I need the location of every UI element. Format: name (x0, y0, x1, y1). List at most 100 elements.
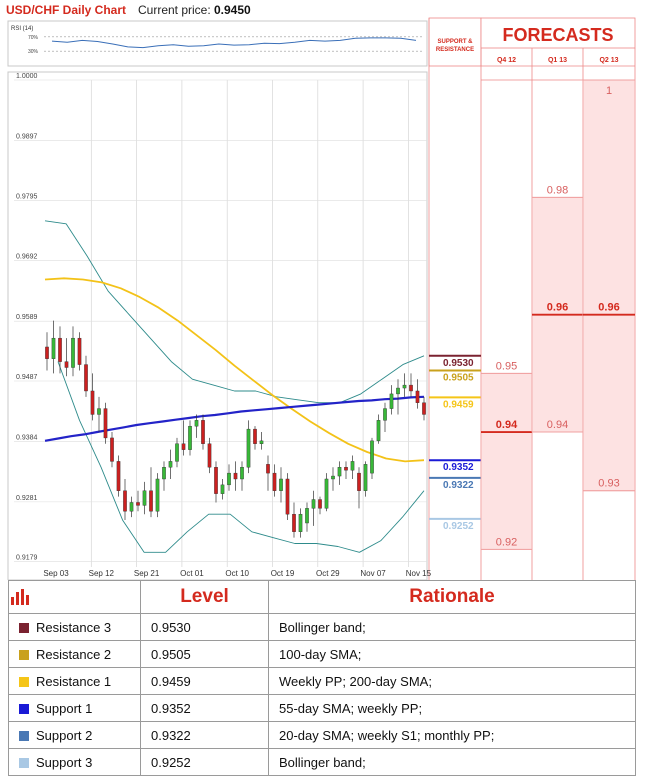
x-tick-label: Sep 21 (134, 569, 160, 578)
level-name-cell: Support 2 (8, 721, 141, 749)
level-label: 0.9530 (443, 358, 474, 369)
candle-body (285, 478, 290, 515)
y-tick-label: 0.9795 (16, 193, 38, 200)
level-value: 0.9322 (140, 721, 269, 749)
forecast-value: 0.96 (547, 302, 568, 314)
candle-body (337, 467, 342, 477)
level-rationale: 55-day SMA; weekly PP; (268, 694, 636, 722)
forecast-value: 1 (606, 85, 612, 97)
candle-body (227, 472, 231, 486)
sr-header-2: RESISTANCE (436, 47, 474, 53)
y-tick-label: 0.9692 (16, 254, 38, 261)
candle-body (136, 502, 140, 506)
forecast-title-box (480, 17, 636, 49)
level-value: 0.9352 (140, 694, 269, 722)
candle-body (357, 472, 361, 491)
x-tick-label: Sep 03 (43, 569, 69, 578)
candle-body (97, 408, 101, 415)
candle-body (214, 467, 218, 494)
candle-body (194, 420, 199, 427)
level-label: 0.9505 (443, 372, 474, 383)
candle-body (305, 508, 309, 524)
color-swatch (19, 757, 29, 768)
candle-body (415, 390, 420, 403)
candle-body (77, 337, 82, 365)
level-name: Resistance 3 (36, 619, 112, 635)
level-value: 0.9252 (140, 748, 269, 776)
y-tick-label: 0.9589 (16, 314, 38, 321)
candle-body (64, 361, 69, 368)
x-tick-label: Sep 12 (89, 569, 115, 578)
candle-body (409, 384, 413, 392)
candle-body (279, 478, 283, 491)
rsi-line (51, 37, 417, 49)
sr-header-1: SUPPORT & (437, 39, 473, 45)
quarter-label: Q4 12 (497, 57, 516, 64)
candle-body (318, 499, 322, 509)
rsi-frame (7, 20, 428, 67)
rsi-70-label: 70% (28, 35, 39, 41)
candle-body (110, 437, 114, 462)
color-swatch (19, 649, 29, 660)
candle-body (123, 490, 127, 512)
candle-body (129, 502, 134, 512)
candle-body (90, 390, 95, 415)
candle-body (220, 484, 225, 494)
forecast-value: 0.95 (496, 360, 517, 372)
candle-body (207, 443, 212, 468)
forecast-value: 0.94 (496, 419, 518, 431)
candle-body (370, 440, 374, 474)
table-row: Support 2 0.9322 20-day SMA; weekly S1; mo… (8, 721, 636, 749)
usdchf-chart: 0.9530 0.9505 0.9459 0.9352 0.9322 0.9252 0.9… (6, 3, 636, 580)
chart-title: USD/CHF Daily Chart (6, 3, 126, 17)
x-tick-label: Oct 01 (180, 569, 204, 578)
forecast-value: 0.94 (547, 419, 568, 431)
level-rationale: Bollinger band; (268, 748, 636, 776)
quarter-label: Q1 13 (548, 57, 567, 64)
level-label: 0.9352 (443, 462, 474, 473)
candle-body (201, 420, 205, 444)
candle-body (292, 513, 296, 532)
candle-body (175, 443, 179, 462)
level-rationale: Weekly PP; 200-day SMA; (268, 667, 636, 695)
level-name-cell: Resistance 1 (8, 667, 141, 695)
candle-body (103, 408, 108, 439)
y-tick-label: 0.9897 (16, 133, 38, 140)
candle-body (422, 402, 426, 415)
candle-body (149, 490, 153, 512)
table-row: Resistance 2 0.9505 100-day SMA; (8, 640, 636, 668)
sma-200-line (44, 395, 425, 442)
table-row: Resistance 3 0.9530 Bollinger band; (8, 613, 636, 641)
level-label: 0.9459 (443, 399, 474, 410)
price-value: 0.9450 (214, 3, 251, 17)
forecasts-title: FORECASTS (502, 25, 613, 45)
candle-body (181, 443, 186, 450)
candle-body (311, 499, 316, 509)
table-row: Resistance 1 0.9459 Weekly PP; 200-day SMA… (8, 667, 636, 695)
candle-body (71, 337, 75, 368)
table-row: Support 1 0.9352 55-day SMA; weekly PP; (8, 694, 636, 722)
level-name: Support 2 (36, 727, 93, 743)
y-tick-label: 0.9487 (16, 374, 38, 381)
x-tick-label: Nov 07 (360, 569, 386, 578)
rsi-label: RSI (14) (11, 26, 33, 32)
chart-area: 0.9530 0.9505 0.9459 0.9352 0.9322 0.9252 0.9… (6, 3, 636, 580)
forecast-value: 0.92 (496, 536, 517, 548)
rsi-30-label: 30% (28, 49, 39, 55)
candle-body (45, 346, 49, 359)
sr-header-box (428, 17, 482, 67)
color-swatch (19, 622, 29, 633)
candle-body (376, 420, 381, 442)
candle-body (331, 475, 335, 480)
y-tick-label: 0.9281 (16, 495, 38, 502)
candle-body (51, 337, 56, 359)
candle-body (363, 464, 368, 491)
table-row: Support 3 0.9252 Bollinger band; (8, 748, 636, 776)
bollinger-upper-line (44, 220, 425, 404)
candle-body (389, 393, 394, 409)
forecast-value: 0.96 (598, 302, 619, 314)
forecast-value: 0.93 (598, 478, 619, 490)
level-name: Resistance 2 (36, 646, 112, 662)
sma-100-line (44, 277, 425, 463)
color-swatch (19, 703, 29, 714)
